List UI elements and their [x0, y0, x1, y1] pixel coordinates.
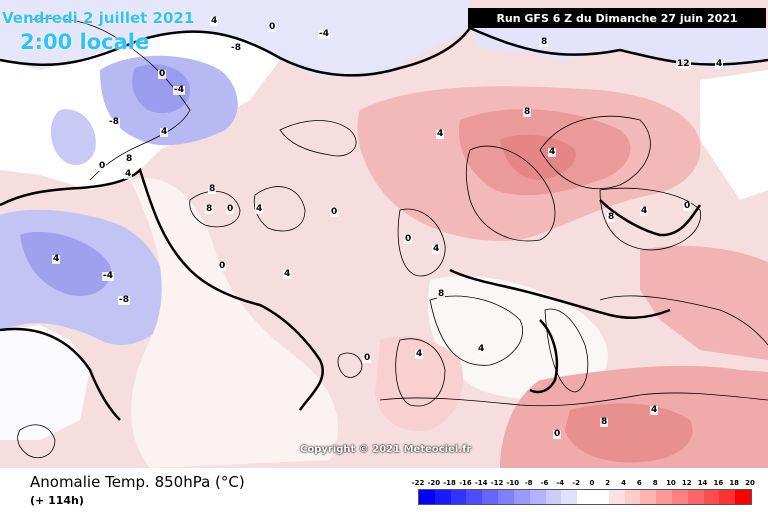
contour-value-label: 4: [210, 16, 219, 26]
legend-tick-label: 4: [621, 479, 626, 487]
contour-value-label: -4: [173, 85, 185, 95]
legend-swatch: [466, 490, 483, 504]
legend-swatch: [513, 490, 530, 504]
contour-value-label: 4: [415, 349, 424, 359]
legend-swatch: [529, 490, 546, 504]
legend-tick-label: -2: [572, 479, 580, 487]
contour-value-label: 4: [436, 129, 445, 139]
contour-value-label: 4: [477, 344, 486, 354]
legend-tick-label: 18: [729, 479, 740, 487]
legend-tick-label: 20: [745, 479, 755, 487]
contour-value-label: 8: [205, 204, 214, 214]
legend-tick-label: -14: [474, 479, 488, 487]
valid-time: 2:00 locale: [20, 30, 150, 54]
parameter-title: Anomalie Temp. 850hPa (°C): [30, 473, 245, 491]
legend-tick-label: 2: [605, 479, 611, 487]
contour-value-label: 4: [548, 147, 557, 157]
legend-tick-label: -12: [490, 479, 504, 487]
legend-swatch: [719, 490, 736, 504]
contour-value-label: 8: [540, 37, 549, 47]
contour-value-label: -8: [108, 117, 120, 127]
contour-value-label: 4: [124, 169, 133, 179]
contour-value-label: 8: [208, 184, 217, 194]
legend-swatch: [498, 490, 514, 504]
contour-value-label: 12: [676, 59, 691, 69]
contour-value-label: 4: [640, 206, 649, 216]
contour-value-label: 0: [553, 429, 562, 439]
contour-value-label: 0: [218, 261, 227, 271]
contour-value-label: 0: [158, 69, 167, 79]
valid-date: Vendredi 2 juillet 2021: [2, 9, 195, 27]
legend-tick-label: 10: [666, 479, 676, 487]
legend-tick-label: -4: [556, 479, 565, 487]
contour-value-label: 4: [432, 244, 441, 254]
legend-swatch: [672, 490, 688, 504]
contour-value-label: 4: [255, 204, 264, 214]
contour-value-label: -8: [118, 295, 130, 305]
legend-swatch: [419, 490, 435, 504]
contour-value-label: 0: [226, 204, 235, 214]
contour-value-label: 4: [160, 127, 169, 137]
legend-tick-label: -18: [443, 479, 456, 487]
contour-value-label: 8: [607, 212, 616, 222]
legend-swatch: [592, 490, 609, 504]
contour-value-label: 8: [523, 107, 532, 117]
legend-tick-label: 16: [713, 479, 724, 487]
contour-value-label: 8: [125, 154, 134, 164]
weather-map: Vendredi 2 juillet 2021 2:00 locale Run …: [0, 0, 768, 468]
legend-swatch: [703, 490, 720, 504]
legend-swatch: [735, 490, 752, 504]
legend-swatch: [687, 490, 704, 504]
contour-value-label: 8: [600, 417, 609, 427]
legend-swatch: [545, 490, 562, 504]
legend-tick-label: 0: [589, 479, 595, 487]
contour-value-label: 0: [404, 234, 413, 244]
contour-value-label: -8: [230, 43, 242, 53]
contour-value-label: 4: [283, 269, 292, 279]
legend-swatch: [624, 490, 641, 504]
legend-tick-label: -20: [427, 479, 441, 487]
contour-value-label: 0: [268, 22, 277, 32]
legend-swatch: [482, 490, 499, 504]
contour-value-label: 4: [650, 405, 659, 415]
legend-tick-label: 6: [636, 479, 642, 487]
contour-value-label: 4: [52, 254, 61, 264]
contour-value-label: 8: [437, 289, 446, 299]
copyright-text: Copyright © 2021 Meteociel.fr: [300, 444, 472, 455]
contour-value-label: 0: [98, 161, 107, 171]
legend-tick-label: 14: [697, 479, 708, 487]
legend-tick-labels: -22 -20 -18 -16 -14 -12 -10 -8 -6 -4 -2 0 2 4 6 8 10 12 14…: [412, 479, 755, 489]
legend-tick-label: 12: [681, 479, 692, 487]
contour-value-label: 0: [683, 201, 692, 211]
legend-swatch: [577, 490, 593, 504]
lead-time: (+ 114h): [30, 494, 84, 507]
legend-swatch: [450, 490, 467, 504]
legend-tick-label: -16: [459, 479, 472, 487]
legend-swatch: [434, 490, 451, 504]
legend-swatch: [640, 490, 657, 504]
legend-tick-label: -6: [540, 479, 549, 487]
legend-tick-label: -22: [411, 479, 425, 487]
legend-tick-label: 8: [652, 479, 658, 487]
contour-value-label: -4: [318, 29, 330, 39]
color-legend-bar: [418, 489, 752, 505]
legend-swatch: [608, 490, 625, 504]
run-info-banner: Run GFS 6 Z du Dimanche 27 juin 2021: [468, 8, 766, 28]
footer-bar: Anomalie Temp. 850hPa (°C) (+ 114h) -22-…: [0, 468, 768, 512]
contour-value-label: -4: [102, 271, 114, 281]
contour-value-label: 4: [715, 59, 724, 69]
legend-swatch: [561, 490, 578, 504]
contour-value-label: 0: [363, 353, 372, 363]
contour-value-label: 0: [330, 207, 339, 217]
anomaly-map-graphic: [0, 0, 768, 468]
legend-tick-label: -10: [506, 479, 520, 487]
legend-tick-label: -8: [524, 479, 533, 487]
legend-swatch: [656, 490, 672, 504]
